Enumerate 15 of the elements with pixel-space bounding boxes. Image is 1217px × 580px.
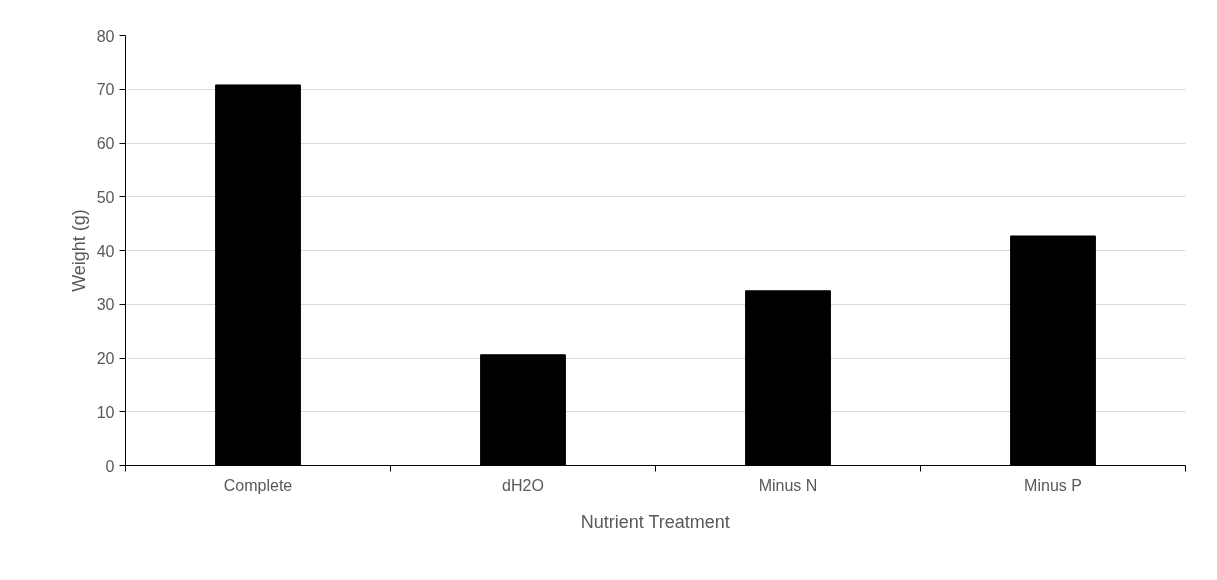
y-tick-label: 80 [96, 27, 115, 45]
x-tick-label: Minus P [1024, 476, 1082, 494]
y-axis-title: Weight (g) [68, 209, 89, 292]
y-tick-label: 70 [96, 81, 115, 99]
y-tick-label: 10 [96, 403, 115, 421]
x-tick-label: Complete [223, 476, 293, 494]
y-tick-label: 60 [96, 135, 115, 152]
x-tick-label: Minus N [758, 476, 818, 494]
x-tick-label: dH2O [502, 476, 544, 494]
x-axis-title: Nutrient Treatment [580, 511, 730, 532]
y-tick-label: 40 [96, 242, 115, 260]
y-tick-label: 20 [96, 350, 115, 367]
y-tick-label: 50 [96, 188, 115, 206]
y-tick-label: 0 [105, 457, 115, 475]
y-tick-label: 30 [96, 296, 115, 314]
